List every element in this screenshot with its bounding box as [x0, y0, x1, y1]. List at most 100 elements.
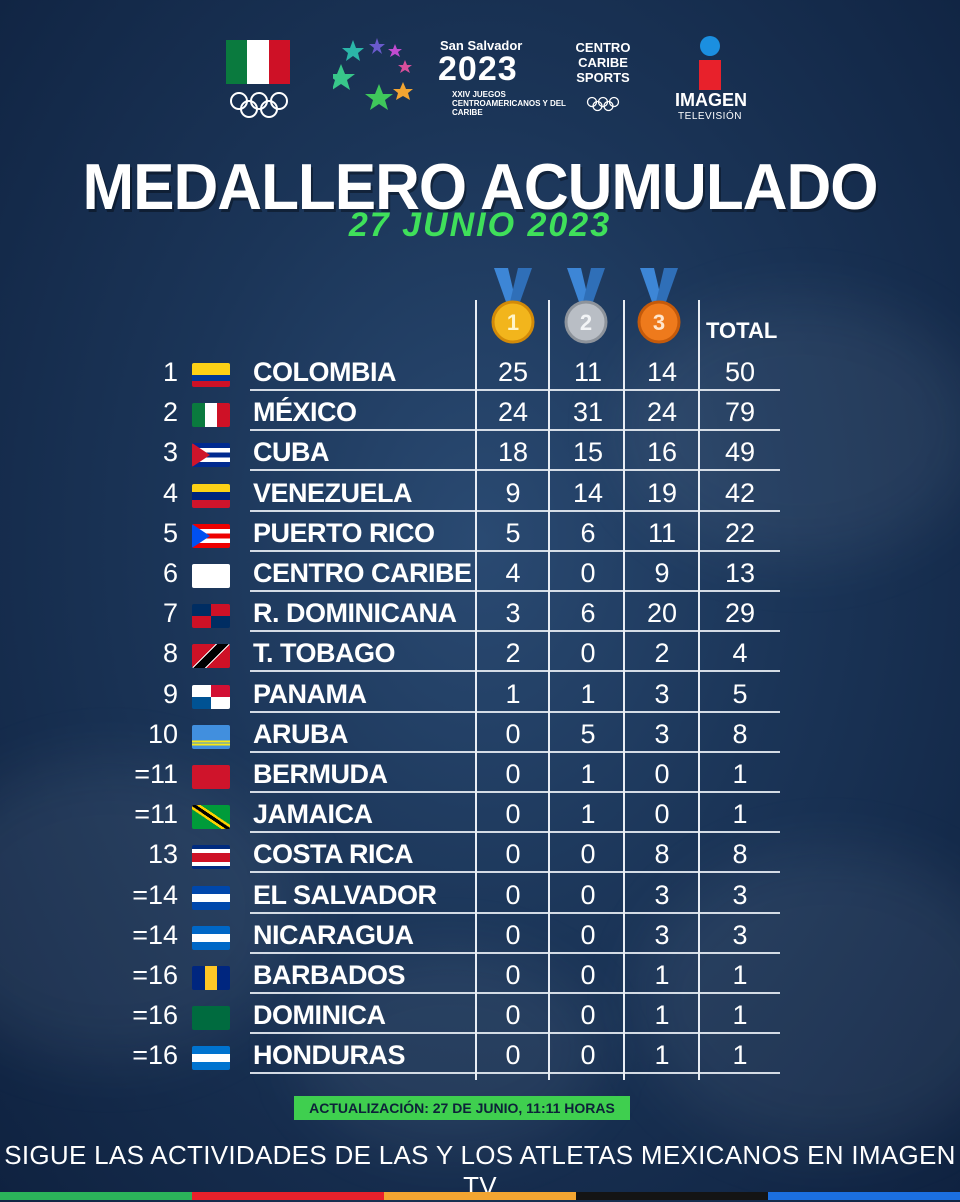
table-row: 7 R. DOMINICANA 3 6 20 29 — [0, 593, 960, 633]
page-date: 27 JUNIO 2023 — [348, 206, 612, 244]
row-divider — [250, 710, 780, 713]
country-flag-icon — [192, 443, 230, 468]
bronze-count: 16 — [646, 437, 678, 468]
row-divider — [250, 549, 780, 552]
row-divider — [250, 750, 780, 753]
country-name: VENEZUELA — [253, 477, 413, 508]
rank-cell: 6 — [162, 558, 178, 588]
logo-bar: San Salvador 2023 XXIV JUEGOS CENTROAMER… — [0, 30, 960, 140]
total-count: 3 — [732, 919, 748, 950]
update-note: ACTUALIZACIÓN: 27 DE JUNIO, 11:11 HORAS — [294, 1096, 630, 1120]
row-divider — [250, 590, 780, 592]
san-salvador-label: San Salvador — [440, 38, 523, 53]
rank-cell: 13 — [147, 839, 178, 870]
imagen-tv-logo: IMAGEN TELEVISIÓN — [675, 90, 747, 122]
country-flag-icon — [192, 564, 230, 588]
bronze-count: 3 — [654, 678, 670, 709]
total-count: 8 — [732, 718, 748, 749]
country-flag-icon — [192, 765, 230, 789]
gold-count: 5 — [505, 517, 521, 548]
table-row: 5 PUERTO RICO 5 6 11 22 — [0, 513, 960, 553]
table-row: 2 MÉXICO 24 31 24 79 — [0, 392, 960, 432]
silver-count: 0 — [580, 919, 596, 950]
rank-cell: 9 — [162, 678, 178, 709]
total-count: 3 — [732, 879, 748, 910]
rank-cell: =14 — [132, 919, 178, 950]
rank-cell: =14 — [132, 879, 178, 910]
country-flag-icon — [192, 1006, 230, 1031]
gold-count: 0 — [505, 1040, 521, 1071]
gold-count: 9 — [505, 477, 521, 508]
silver-count: 0 — [580, 1000, 596, 1031]
page-title: MEDALLERO ACUMULADO — [82, 151, 879, 224]
silver-count: 0 — [580, 839, 596, 870]
table-row: 3 CUBA 18 15 16 49 — [0, 432, 960, 472]
country-flag-icon — [192, 845, 230, 870]
gold-count: 0 — [505, 879, 521, 910]
row-divider — [250, 509, 780, 512]
country-flag-icon — [192, 403, 230, 428]
total-count: 22 — [724, 517, 756, 548]
total-count: 1 — [732, 1040, 748, 1071]
bronze-count: 0 — [654, 759, 670, 789]
silver-count: 14 — [572, 477, 604, 508]
ccs-rings-icon — [586, 96, 620, 112]
country-name: EL SALVADOR — [253, 879, 437, 910]
bronze-count: 19 — [646, 477, 678, 508]
silver-count: 31 — [572, 397, 604, 428]
column-divider — [548, 300, 550, 1080]
total-count: 29 — [724, 598, 756, 629]
country-name: T. TOBAGO — [253, 638, 396, 669]
table-row: =16 DOMINICA 0 0 1 1 — [0, 995, 960, 1035]
country-name: R. DOMINICANA — [253, 598, 457, 629]
country-name: PUERTO RICO — [253, 517, 435, 548]
total-count: 1 — [732, 1000, 748, 1031]
total-column-header: TOTAL — [706, 318, 778, 343]
total-count: 4 — [732, 638, 748, 669]
table-row: 9 PANAMA 1 1 3 5 — [0, 674, 960, 714]
total-count: 49 — [724, 437, 756, 468]
country-flag-icon — [192, 1046, 230, 1071]
bronze-count: 3 — [654, 718, 670, 749]
country-name: BERMUDA — [253, 759, 388, 789]
row-divider — [250, 951, 780, 954]
imagen-logo-text: IMAGEN — [675, 90, 747, 110]
san-salvador-year: 2023 — [438, 50, 518, 88]
total-count: 1 — [732, 799, 748, 830]
silver-count: 0 — [580, 558, 596, 588]
games-stars-logo — [333, 38, 413, 110]
table-row: 1 COLOMBIA 25 11 14 50 — [0, 352, 960, 392]
country-name: NICARAGUA — [253, 919, 414, 950]
country-flag-icon — [192, 966, 230, 990]
table-row: 10 ARUBA 0 5 3 8 — [0, 714, 960, 754]
country-name: COSTA RICA — [253, 839, 414, 870]
gold-count: 0 — [505, 718, 521, 749]
row-divider — [250, 429, 780, 432]
table-row: 8 T. TOBAGO 2 0 2 4 — [0, 633, 960, 673]
silver-count: 15 — [572, 437, 604, 468]
rank-cell: 3 — [162, 437, 178, 468]
rank-cell: 2 — [162, 397, 178, 428]
bronze-count: 3 — [654, 919, 670, 950]
imagen-logo-subtext: TELEVISIÓN — [678, 111, 742, 122]
bronze-count: 14 — [646, 357, 678, 387]
country-flag-icon — [192, 363, 230, 387]
total-count: 79 — [724, 397, 756, 428]
total-count: 42 — [724, 477, 756, 508]
bronze-count: 1 — [654, 1000, 670, 1031]
country-name: ARUBA — [253, 718, 349, 749]
country-name: BARBADOS — [253, 960, 406, 990]
rank-cell: 5 — [162, 517, 178, 548]
bronze-count: 1 — [654, 1040, 670, 1071]
bronze-count: 3 — [654, 879, 670, 910]
row-divider — [250, 630, 780, 633]
rank-cell: =16 — [132, 1040, 178, 1071]
bronze-count: 1 — [654, 960, 670, 990]
games-subtitle: XXIV JUEGOS CENTROAMERICANOS Y DEL CARIB… — [452, 90, 566, 117]
footer-text: SIGUE LAS ACTIVIDADES DE LAS Y LOS ATLET… — [4, 1140, 956, 1201]
gold-count: 0 — [505, 839, 521, 870]
table-row: =11 BERMUDA 0 1 0 1 — [0, 754, 960, 794]
silver-count: 1 — [580, 799, 596, 830]
imagen-logo-icon — [699, 36, 721, 90]
silver-medal-label: 2 — [580, 310, 592, 335]
